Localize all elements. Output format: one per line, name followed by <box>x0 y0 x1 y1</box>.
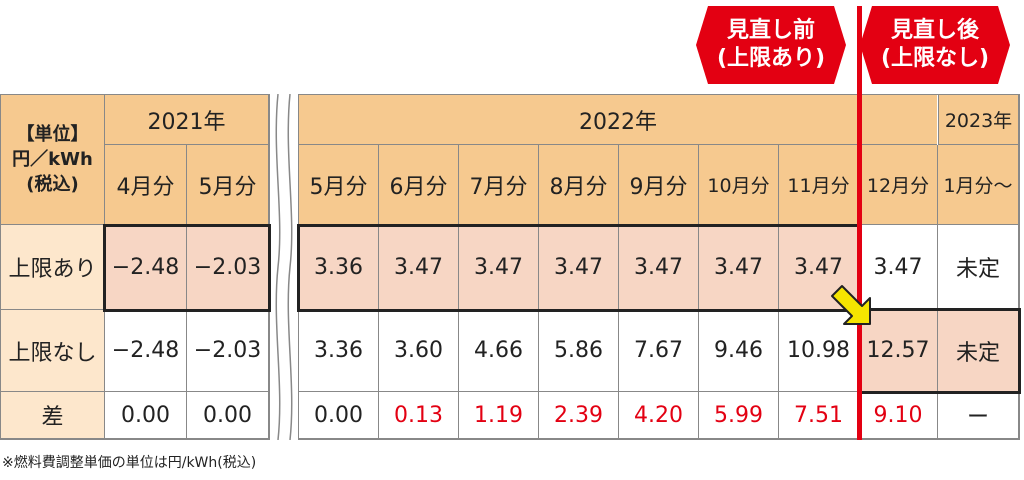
highlight-box-2021-capped <box>103 224 271 312</box>
table-cell: 0.00 <box>105 392 187 439</box>
table-cell: ー <box>938 392 1019 439</box>
footnote: ※燃料費調整単価の単位は円/kWh(税込) <box>2 455 257 471</box>
month-header: 12月分 <box>859 145 938 225</box>
table-cell: 3.60 <box>379 310 459 392</box>
table-cell: −2.48 <box>105 310 187 392</box>
table-cell: 3.47 <box>619 225 699 310</box>
month-header: 4月分 <box>105 145 187 225</box>
month-header: 5月分 <box>187 145 269 225</box>
table-cell: 0.13 <box>379 392 459 439</box>
table-cell: 未定 <box>938 310 1019 392</box>
year-header-2021: 2021年 <box>105 95 269 145</box>
unit-header: 【単位】 円／kWh (税込) <box>1 95 105 225</box>
month-header: 11月分 <box>779 145 859 225</box>
table-cell: −2.48 <box>105 225 187 310</box>
month-header: 8月分 <box>539 145 619 225</box>
row-label-capped: 上限あり <box>1 225 105 310</box>
badge-after-revision: 見直し後 (上限なし) <box>860 6 1010 84</box>
table-cell: 4.66 <box>459 310 539 392</box>
badge-before-revision: 見直し前 (上限あり) <box>696 6 846 84</box>
row-label-diff: 差 <box>1 392 105 439</box>
table-break-mark <box>275 94 293 440</box>
badge-before-subtitle: (上限あり) <box>716 46 826 71</box>
month-header: 9月分 <box>619 145 699 225</box>
month-header: 10月分 <box>699 145 779 225</box>
table-cell: 3.47 <box>459 225 539 310</box>
month-header: 7月分 <box>459 145 539 225</box>
highlight-box-2022-capped <box>297 224 861 312</box>
badge-before-title: 見直し前 <box>726 18 815 43</box>
table-cell: 9.46 <box>699 310 779 392</box>
table-cell: 未定 <box>938 225 1019 310</box>
badge-after-subtitle: (上限なし) <box>880 46 990 71</box>
table-cell: 9.10 <box>859 392 938 439</box>
year-header-2022: 2022年 <box>299 95 937 145</box>
table-cell: 3.47 <box>539 225 619 310</box>
revision-divider-line <box>857 6 862 440</box>
table-cell: 3.47 <box>699 225 779 310</box>
table-cell: 0.00 <box>299 392 379 439</box>
year-header-2023: 2023年 <box>938 95 1019 145</box>
badge-after-title: 見直し後 <box>890 18 979 43</box>
table-cell: 4.20 <box>619 392 699 439</box>
arrow-down-right-icon <box>831 285 871 325</box>
table-cell: 7.67 <box>619 310 699 392</box>
table-cell: 0.00 <box>187 392 269 439</box>
table-cell: 1.19 <box>459 392 539 439</box>
table-cell: −2.03 <box>187 310 269 392</box>
table-cell: 3.36 <box>299 310 379 392</box>
table-cell: 5.99 <box>699 392 779 439</box>
table-cell: 3.36 <box>299 225 379 310</box>
table-cell: 2.39 <box>539 392 619 439</box>
row-label-uncapped: 上限なし <box>1 310 105 392</box>
table-cell: 12.57 <box>859 310 938 392</box>
table-cell: 7.51 <box>779 392 859 439</box>
table-cell: 3.47 <box>379 225 459 310</box>
table-cell: 5.86 <box>539 310 619 392</box>
month-header: 6月分 <box>379 145 459 225</box>
month-header: 1月分〜 <box>938 145 1019 225</box>
table-cell: 3.47 <box>859 225 938 310</box>
month-header: 5月分 <box>299 145 379 225</box>
